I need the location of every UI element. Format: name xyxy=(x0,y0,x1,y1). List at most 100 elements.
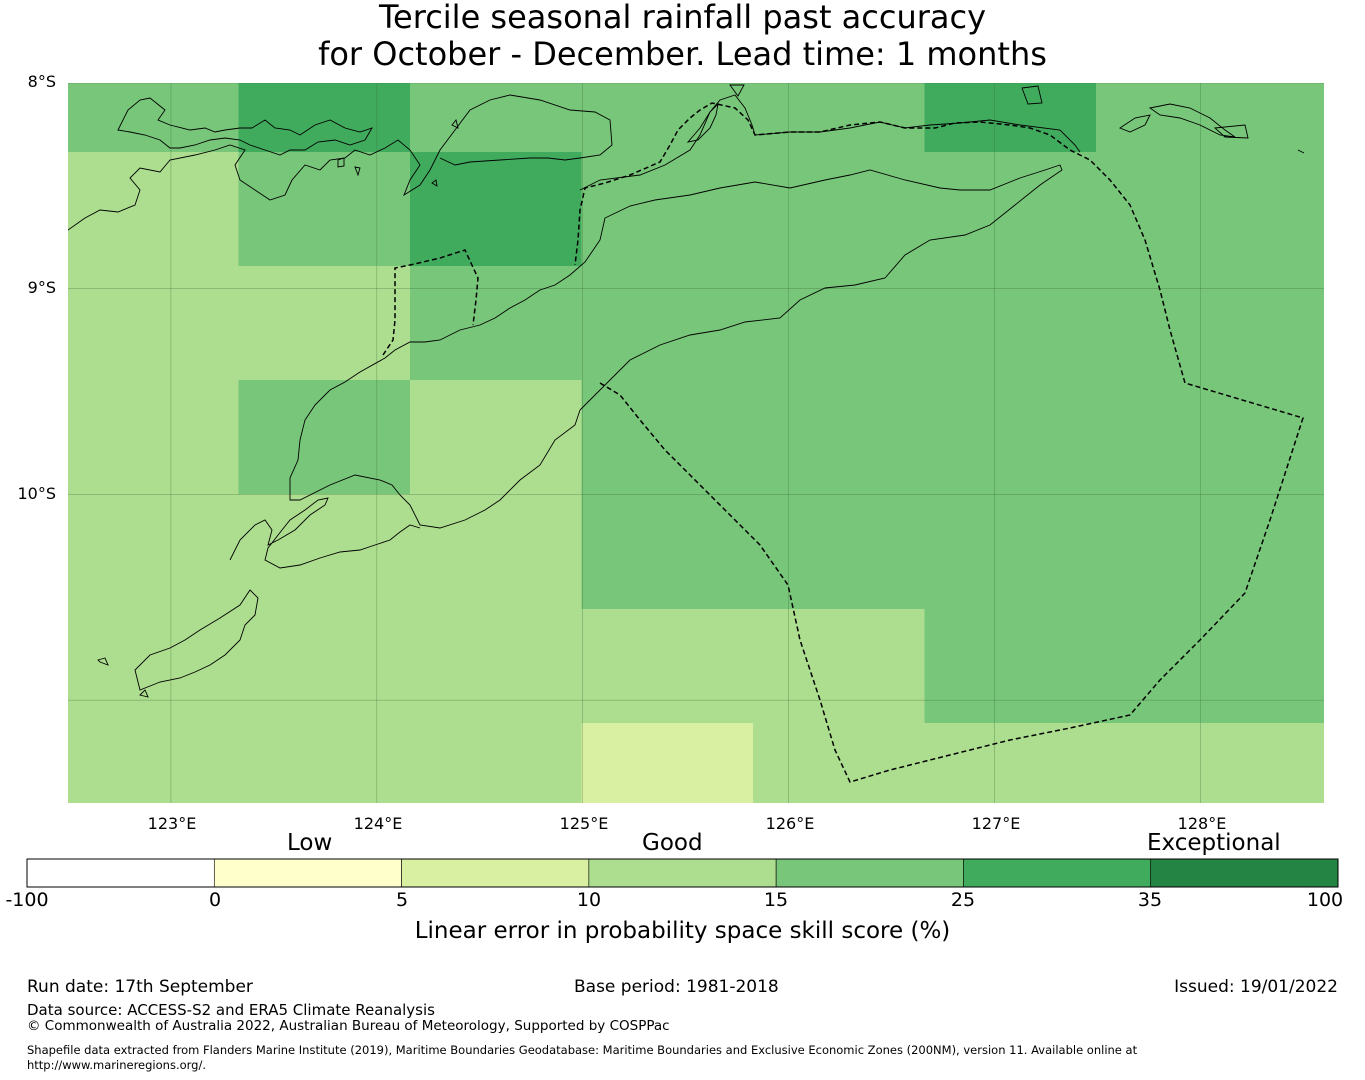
boundary-timor-leste-eez xyxy=(574,102,1304,783)
skill-cell xyxy=(68,83,239,153)
skill-cell xyxy=(410,494,582,610)
skill-cell xyxy=(1096,266,1268,381)
colorbar-bin xyxy=(401,858,590,888)
colorbar-bin xyxy=(1150,858,1339,888)
colorbar-tick: 5 xyxy=(395,889,409,911)
boundary-oecusse xyxy=(382,249,479,356)
skill-cell xyxy=(238,380,411,495)
skill-cell xyxy=(581,83,754,153)
skill-cell xyxy=(581,152,754,267)
skill-cell xyxy=(924,609,1097,724)
lon-label-128e: 128°E xyxy=(1177,814,1227,833)
skill-cell xyxy=(238,723,411,803)
skill-cell xyxy=(1096,380,1268,495)
skill-cell xyxy=(753,266,925,381)
skill-cell xyxy=(753,152,925,267)
data-source: Data source: ACCESS-S2 and ERA5 Climate … xyxy=(27,1001,435,1019)
map-title-line1: Tercile seasonal rainfall past accuracy xyxy=(378,0,987,36)
skill-cell xyxy=(924,83,1097,153)
lat-label-9s: 9°S xyxy=(27,278,56,297)
skill-cell xyxy=(410,83,582,153)
base-period: Base period: 1981-2018 xyxy=(574,977,779,997)
colorbar-tick: 0 xyxy=(208,889,222,911)
colorbar-bins xyxy=(26,858,1339,888)
skill-cell xyxy=(753,494,925,610)
skill-cell xyxy=(1267,609,1324,724)
skill-cell xyxy=(1096,152,1268,267)
skill-cell xyxy=(68,152,239,267)
shapefile-credit: Shapefile data extracted from Flanders M… xyxy=(27,1043,1138,1057)
shapefile-url: http://www.marineregions.org/. xyxy=(27,1058,206,1072)
colorbar-tick: 25 xyxy=(950,889,976,911)
coastline-wetar xyxy=(579,94,1081,191)
skill-cell xyxy=(1267,494,1324,610)
coastline-alor xyxy=(117,97,373,156)
skill-cell xyxy=(1267,152,1324,267)
skill-cell xyxy=(238,609,411,724)
skill-cell xyxy=(753,380,925,495)
coastline-sawu-islands xyxy=(97,589,259,698)
skill-cell xyxy=(753,609,925,724)
issued-date: Issued: 19/01/2022 xyxy=(1174,977,1338,997)
graticule xyxy=(68,83,1324,803)
skill-cell xyxy=(238,83,411,153)
category-low: Low xyxy=(287,830,333,856)
lon-label-127e: 127°E xyxy=(971,814,1021,833)
skill-cell xyxy=(68,609,239,724)
coastline-timor-main xyxy=(289,164,1063,529)
colorbar-bin xyxy=(213,858,402,888)
lon-label-125e: 125°E xyxy=(559,814,609,833)
skill-cell xyxy=(581,494,754,610)
colorbar-tick: 15 xyxy=(763,889,789,911)
skill-cell xyxy=(581,380,754,495)
skill-cell xyxy=(238,266,411,381)
skill-cell xyxy=(1267,83,1324,153)
skill-cell xyxy=(581,266,754,381)
skill-cell xyxy=(924,494,1097,610)
skill-cell xyxy=(238,494,411,610)
skill-cell xyxy=(1096,83,1268,153)
skill-cell xyxy=(581,723,754,803)
run-date: Run date: 17th September xyxy=(27,977,253,997)
colorbar-bin xyxy=(963,858,1152,888)
skill-cell xyxy=(581,609,754,724)
colorbar-tick: -100 xyxy=(5,889,49,911)
skill-cell xyxy=(924,152,1097,267)
skill-cell xyxy=(924,380,1097,495)
colorbar-bin xyxy=(588,858,777,888)
coastline-damar xyxy=(1021,85,1305,154)
skill-cell xyxy=(68,723,239,803)
category-exceptional: Exceptional xyxy=(1147,830,1281,856)
skill-cell xyxy=(410,380,582,495)
colorbar-tick: 35 xyxy=(1137,889,1163,911)
skill-cell xyxy=(1267,266,1324,381)
skill-cell xyxy=(1267,723,1324,803)
skill-cell xyxy=(410,152,582,267)
skill-cell xyxy=(410,723,582,803)
lon-label-123e: 123°E xyxy=(147,814,197,833)
lon-label-124e: 124°E xyxy=(353,814,403,833)
colorbar-bin xyxy=(26,858,215,888)
map-title-line2: for October - December. Lead time: 1 mon… xyxy=(318,35,1047,73)
skill-cell xyxy=(238,152,411,267)
skill-cell xyxy=(68,380,239,495)
colorbar-frame xyxy=(26,858,1339,888)
copyright: © Commonwealth of Australia 2022, Austra… xyxy=(27,1018,670,1034)
lon-label-126e: 126°E xyxy=(765,814,815,833)
skill-cell xyxy=(68,266,239,381)
coastline xyxy=(68,84,1305,698)
colorbar-bin xyxy=(775,858,964,888)
skill-cell xyxy=(1267,380,1324,495)
colorbar-label: Linear error in probability space skill … xyxy=(414,918,951,944)
coastline-small-islets xyxy=(337,84,745,187)
skill-cell xyxy=(1096,723,1268,803)
coastline-semau-rote xyxy=(229,497,421,569)
skill-cell xyxy=(924,723,1097,803)
maritime-boundary xyxy=(382,102,1304,783)
lat-label-10s: 10°S xyxy=(17,484,56,503)
skill-cell xyxy=(1096,494,1268,610)
skill-cell xyxy=(753,723,925,803)
skill-cell xyxy=(753,83,925,153)
skill-cell xyxy=(410,609,582,724)
